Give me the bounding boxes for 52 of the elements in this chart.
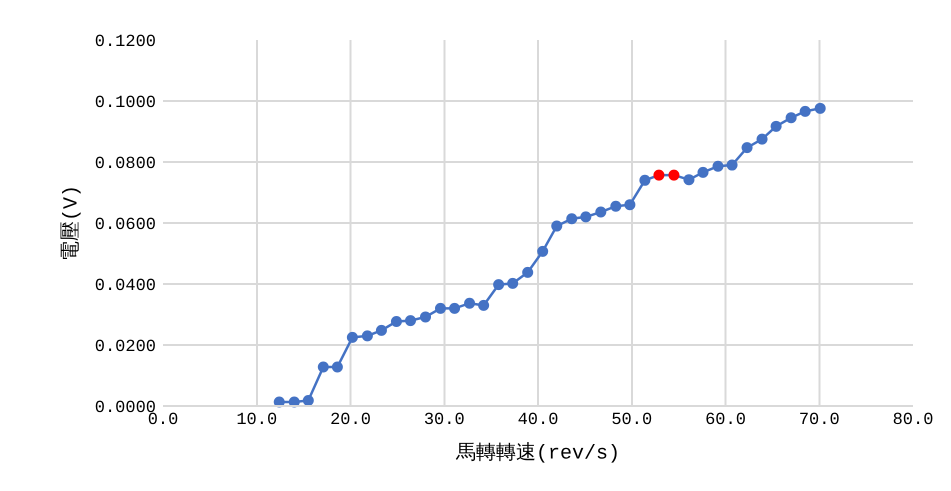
point: [653, 170, 664, 181]
point: [639, 174, 650, 186]
point: [435, 302, 446, 314]
point: [302, 395, 314, 406]
point: [698, 166, 708, 178]
x-axis-title: 馬轉轉速(rev/s): [454, 442, 620, 466]
y-tick-label: 0.0800: [94, 154, 156, 174]
y-tick-label: 0.0600: [94, 216, 156, 235]
x-tick-label: 70.0: [798, 411, 840, 430]
point: [800, 106, 811, 117]
point: [478, 300, 490, 311]
point: [390, 316, 402, 328]
point: [551, 220, 562, 232]
x-tick-label: 50.0: [611, 411, 652, 430]
x-tick-label: 30.0: [424, 411, 465, 430]
point: [624, 199, 636, 210]
point: [493, 279, 504, 290]
x-tick-label: 20.0: [330, 411, 371, 430]
x-tick-label: 10.0: [236, 411, 278, 430]
point: [566, 213, 578, 224]
point: [814, 102, 826, 114]
point: [449, 302, 460, 314]
point: [726, 160, 738, 171]
point: [742, 142, 753, 154]
point: [405, 315, 416, 326]
point: [756, 134, 768, 145]
x-tick-label: 60.0: [705, 411, 746, 430]
point: [580, 211, 592, 222]
point: [346, 332, 358, 343]
point: [420, 311, 431, 322]
point: [332, 361, 343, 372]
point: [712, 160, 724, 172]
point: [683, 174, 694, 186]
point: [595, 206, 606, 218]
point: [522, 266, 534, 278]
point: [376, 324, 387, 336]
point: [668, 170, 680, 181]
x-tick-label: 80.0: [892, 411, 934, 430]
y-tick-label: 0.1200: [94, 32, 156, 52]
x-tick-label: 40.0: [518, 411, 558, 430]
y-tick-label: 0.0400: [94, 276, 156, 296]
point: [537, 246, 548, 257]
point: [362, 330, 373, 342]
point: [770, 120, 782, 132]
point: [786, 112, 797, 124]
point: [318, 361, 329, 372]
y-tick-label: 0.1000: [94, 94, 156, 113]
point: [507, 278, 518, 289]
y-axis-title: 電壓(V): [59, 184, 84, 262]
y-tick-label: 0.0200: [94, 338, 156, 357]
point: [610, 200, 622, 212]
point: [464, 298, 476, 309]
